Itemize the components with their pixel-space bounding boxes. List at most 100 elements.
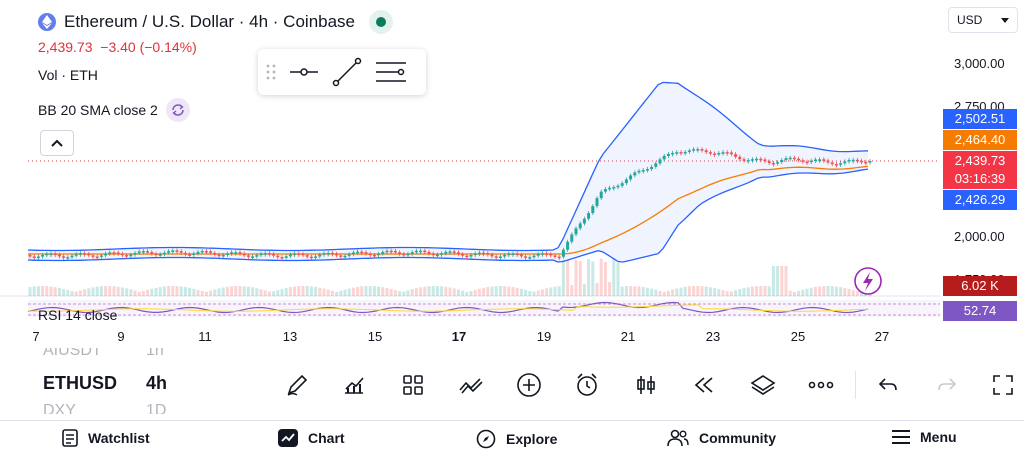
nav-explore[interactable]: Explore — [476, 429, 557, 449]
horizontal-line-icon[interactable] — [290, 65, 318, 79]
symbol-option[interactable]: AIUSDT — [43, 348, 102, 359]
pencil-icon[interactable] — [282, 367, 312, 403]
volume-bar — [486, 287, 490, 296]
volume-bar — [435, 286, 439, 296]
last-price-tag: 2,439.73 03:16:39 — [943, 151, 1017, 189]
volume-bar — [612, 258, 616, 296]
drawing-toolbar[interactable] — [258, 49, 426, 95]
volume-bar — [704, 286, 708, 296]
volume-bar — [213, 289, 217, 296]
lightning-icon[interactable] — [854, 267, 882, 295]
candle-body — [507, 253, 511, 256]
trend-line-icon[interactable] — [332, 57, 362, 87]
price-change: −3.40 (−0.14%) — [100, 39, 197, 55]
volume-bar — [570, 285, 574, 296]
candle-body — [246, 255, 250, 257]
candle-body — [746, 160, 750, 162]
time-label: 23 — [705, 329, 721, 344]
volume-bar — [297, 286, 301, 296]
market-status-icon[interactable] — [369, 10, 394, 34]
candle-body — [70, 255, 74, 258]
symbol-picker[interactable]: AIUSDT 1h ETHUSD 4h DXY 1D — [40, 348, 190, 414]
nav-watchlist[interactable]: Watchlist — [62, 429, 150, 447]
volume-bar — [171, 286, 175, 296]
volume-bar — [381, 287, 385, 296]
symbol-selected[interactable]: ETHUSD — [43, 373, 118, 393]
candle-body — [725, 152, 729, 154]
candle-body — [179, 251, 183, 253]
interval-selected[interactable]: 4h — [146, 373, 168, 393]
nav-chart[interactable]: Chart — [278, 429, 345, 447]
candle-body — [213, 252, 217, 255]
candle-body — [809, 160, 813, 163]
interval-option[interactable]: 1h — [146, 348, 164, 359]
candle-body — [448, 251, 452, 253]
volume-bar — [267, 291, 271, 296]
volume-bar — [393, 290, 397, 296]
undo-icon[interactable] — [873, 367, 903, 403]
collapse-legend-button[interactable] — [40, 130, 74, 156]
volume-bar — [658, 290, 662, 296]
replay-icon[interactable] — [689, 367, 719, 403]
volume-tag: 6.02 K — [943, 276, 1017, 296]
candle-body — [683, 151, 687, 154]
bollinger-upper-band — [27, 81, 869, 252]
volume-bar — [314, 286, 318, 296]
bollinger-lower-band — [27, 168, 869, 263]
volume-bar — [683, 286, 687, 296]
candle-body — [494, 256, 498, 258]
nav-community[interactable]: Community — [667, 429, 776, 447]
alert-icon[interactable] — [572, 367, 602, 403]
volume-bar — [633, 286, 637, 296]
bollinger-legend[interactable]: BB 20 SMA close 2 — [38, 98, 190, 122]
add-icon[interactable] — [514, 367, 544, 403]
chart-type-icon[interactable] — [631, 367, 661, 403]
candle-body — [662, 155, 666, 160]
fullscreen-icon[interactable] — [988, 367, 1018, 403]
volume-bar — [843, 287, 847, 296]
volume-bar — [360, 286, 364, 296]
more-icon[interactable] — [806, 367, 836, 403]
indicators-icon[interactable] — [339, 367, 369, 403]
volume-bar — [780, 266, 784, 296]
layers-icon[interactable] — [748, 367, 778, 403]
candle-body — [402, 253, 406, 256]
volume-bar — [482, 287, 486, 296]
redo-icon[interactable] — [932, 367, 962, 403]
price-chart[interactable] — [0, 0, 1024, 320]
refresh-icon[interactable] — [165, 98, 190, 122]
volume-bar — [141, 291, 145, 296]
settings-lines-icon[interactable] — [376, 60, 406, 84]
volume-legend[interactable]: Vol · ETH — [38, 67, 98, 83]
candle-body — [162, 252, 166, 255]
volume-bar — [566, 260, 570, 296]
candle-body — [112, 252, 116, 254]
candle-body — [549, 253, 553, 256]
volume-bar — [175, 286, 179, 296]
nav-menu[interactable]: Menu — [892, 429, 957, 445]
interval-option[interactable]: 1D — [146, 402, 167, 414]
templates-icon[interactable] — [398, 367, 428, 403]
chart-icon — [278, 429, 298, 447]
chart-title[interactable]: Ethereum / U.S. Dollar · 4h · Coinbase — [38, 10, 394, 34]
volume-bar — [490, 286, 494, 296]
candle-body — [133, 252, 137, 255]
volume-bar — [225, 286, 229, 296]
compare-icon[interactable] — [456, 367, 486, 403]
volume-bar — [410, 289, 414, 296]
volume-bar — [83, 289, 87, 296]
candle-body — [120, 253, 124, 256]
rsi-legend[interactable]: RSI 14 close — [38, 307, 118, 323]
candle-body — [301, 253, 305, 256]
candle-body — [326, 252, 330, 255]
volume-bars — [28, 258, 872, 296]
volume-bar — [263, 290, 267, 296]
candle-body — [99, 255, 103, 257]
currency-select[interactable]: USD — [948, 7, 1018, 33]
volume-bar — [742, 288, 746, 296]
candle-body — [196, 251, 200, 254]
symbol-option[interactable]: DXY — [43, 402, 76, 414]
volume-bar — [398, 291, 402, 296]
drag-handle-icon[interactable] — [266, 63, 276, 81]
volume-bar — [364, 286, 368, 296]
